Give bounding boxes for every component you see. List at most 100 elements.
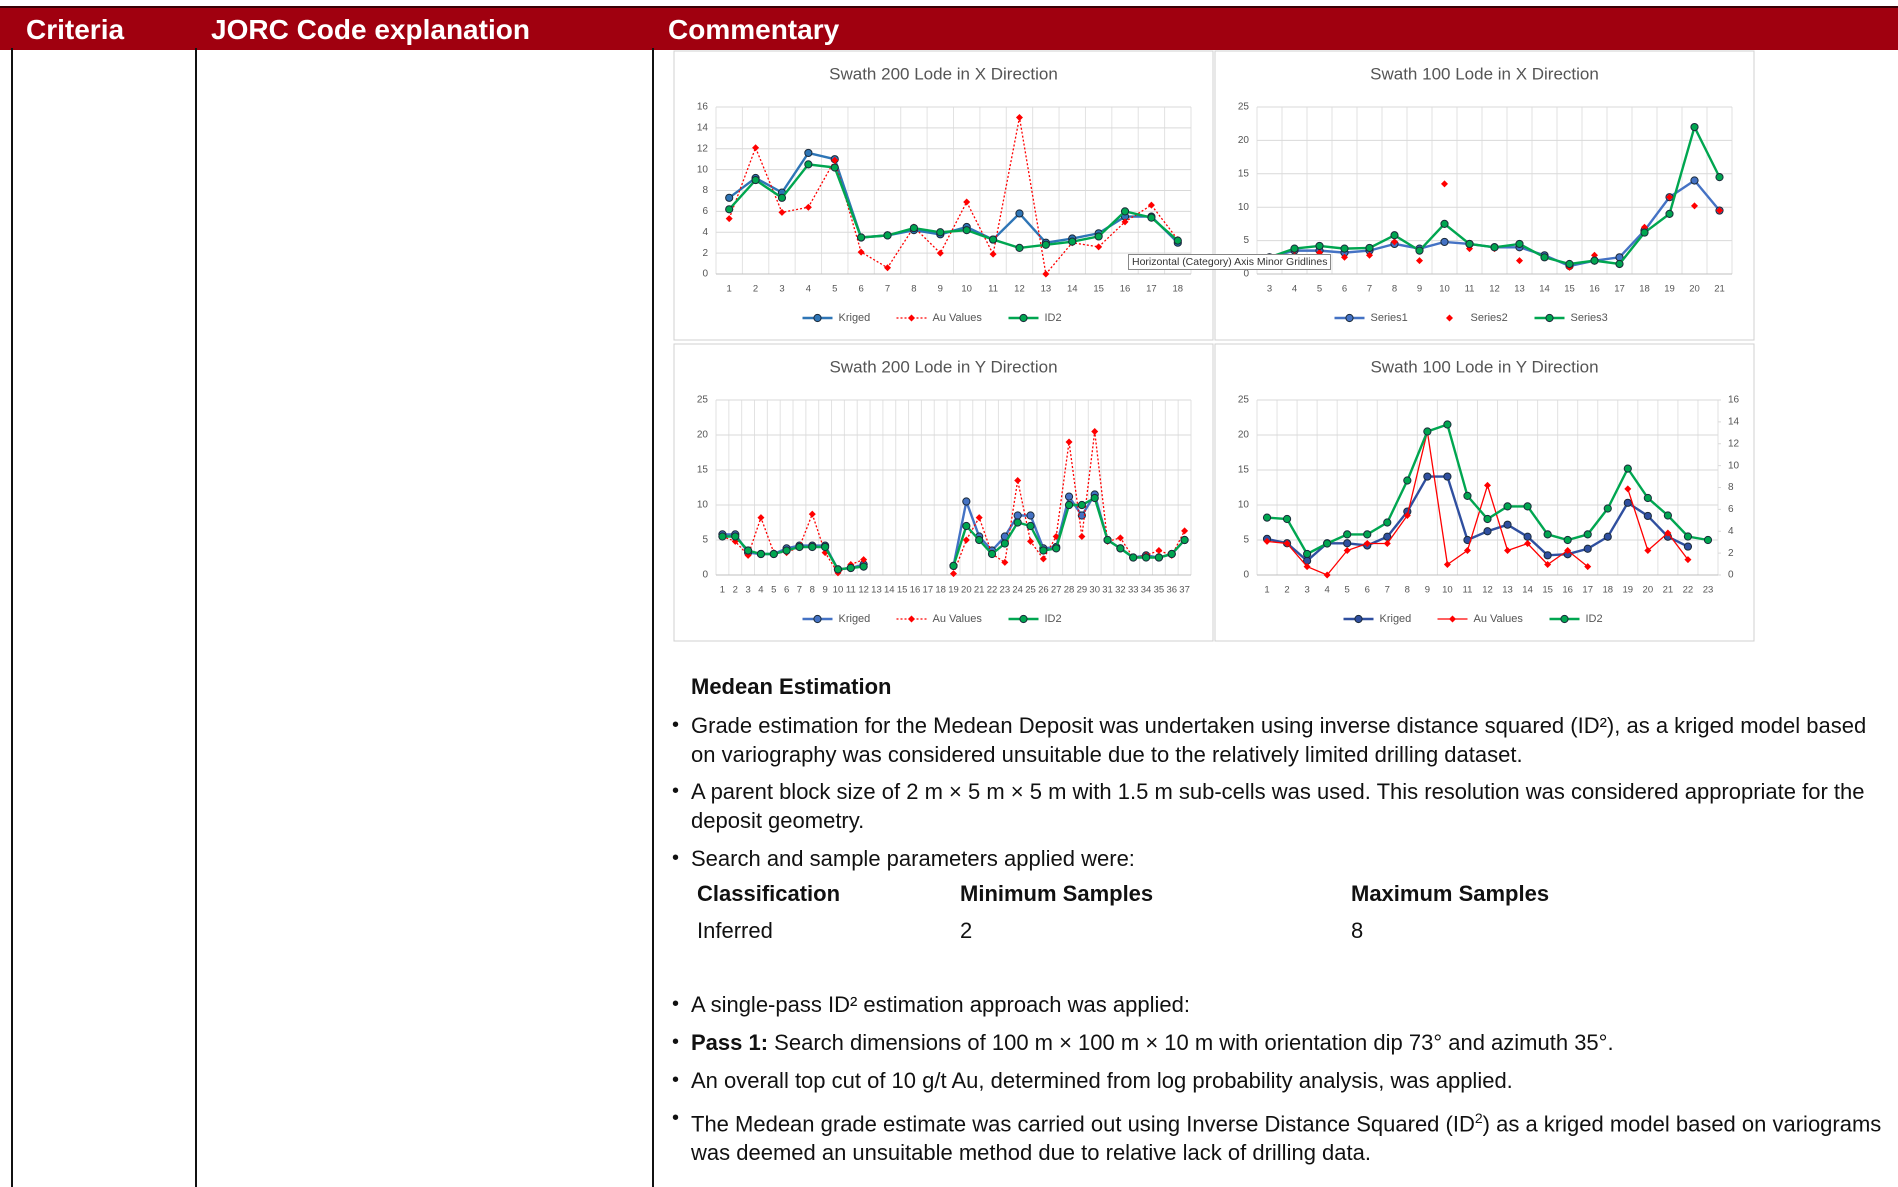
x-tick-label: 4: [1325, 585, 1330, 596]
marker: [1603, 504, 1612, 513]
marker: [1129, 553, 1138, 562]
x-tick-label: 9: [1425, 585, 1430, 596]
marker: [808, 510, 816, 518]
y-tick-label: 20: [697, 430, 709, 441]
x-tick-label: 18: [1173, 284, 1184, 295]
column-header: Criteria: [26, 14, 125, 45]
legend-label: Au Values: [933, 312, 983, 324]
x-tick-label: 33: [1128, 585, 1139, 596]
x-tick-label: 15: [1542, 585, 1553, 596]
x-tick-label: 32: [1115, 585, 1126, 596]
marker: [883, 231, 892, 240]
y2-tick-label: 8: [1728, 482, 1734, 493]
x-tick-label: 1: [1264, 585, 1269, 596]
marker: [1094, 232, 1103, 241]
marker: [1026, 511, 1035, 520]
y2-tick-label: 6: [1728, 504, 1734, 515]
marker: [1039, 546, 1048, 555]
marker: [987, 549, 997, 559]
marker: [1690, 122, 1699, 132]
marker: [1683, 542, 1693, 551]
legend-marker: [1545, 313, 1554, 323]
x-tick-label: 23: [1703, 585, 1714, 596]
marker: [1483, 527, 1492, 536]
marker: [1303, 549, 1312, 559]
x-tick-label: 13: [1502, 585, 1513, 596]
marker: [769, 549, 778, 559]
marker: [756, 549, 766, 559]
marker: [1366, 251, 1373, 259]
x-tick-label: 9: [938, 284, 943, 295]
marker: [1423, 472, 1432, 481]
marker: [1523, 502, 1532, 511]
marker: [778, 208, 786, 216]
x-tick-label: 3: [779, 284, 784, 295]
marker: [1463, 491, 1472, 500]
bullet-text: ) as a kriged model based on variograms …: [691, 1111, 1882, 1166]
marker: [1315, 241, 1324, 251]
x-tick-label: 4: [758, 585, 763, 596]
x-tick-label: 10: [961, 284, 972, 295]
marker: [963, 198, 971, 206]
marker: [808, 542, 817, 552]
marker: [962, 536, 970, 544]
x-tick-label: 18: [935, 585, 946, 596]
marker: [1443, 561, 1451, 568]
marker: [1665, 209, 1674, 218]
marker: [1343, 530, 1352, 539]
x-tick-label: 6: [784, 585, 789, 596]
marker: [804, 203, 812, 211]
marker: [1383, 540, 1391, 547]
marker: [1383, 518, 1392, 527]
y-tick-label: 0: [1243, 570, 1249, 581]
marker: [1015, 113, 1023, 121]
y-tick-label: 5: [702, 535, 708, 546]
bullet: Pass 1: Search dimensions of 100 m × 100…: [672, 1028, 1891, 1057]
x-tick-label: 14: [1539, 284, 1550, 295]
marker: [1564, 547, 1572, 554]
legend-marker: [1354, 614, 1363, 624]
marker: [804, 160, 813, 169]
x-tick-label: 12: [1482, 585, 1493, 596]
x-tick-label: 10: [1442, 585, 1453, 596]
x-tick-label: 6: [1342, 284, 1347, 295]
chart-frame: [1214, 343, 1755, 642]
marker: [988, 235, 998, 244]
marker: [1039, 555, 1047, 563]
marker: [1116, 544, 1125, 553]
x-tick-label: 2: [753, 284, 758, 295]
y-tick-label: 6: [702, 206, 708, 217]
y-tick-label: 4: [702, 227, 708, 238]
marker: [1323, 571, 1331, 579]
y-tick-label: 0: [1243, 269, 1249, 280]
x-tick-label: 30: [1089, 585, 1100, 596]
x-tick-label: 8: [1405, 585, 1410, 596]
marker: [1340, 244, 1349, 253]
marker: [1052, 533, 1060, 540]
marker: [1000, 539, 1009, 548]
legend-label: Kriged: [839, 312, 871, 324]
marker: [1624, 485, 1632, 493]
x-tick-label: 12: [858, 585, 869, 596]
marker: [1283, 540, 1291, 547]
x-tick-label: 12: [1014, 284, 1025, 295]
y2-tick-label: 14: [1728, 417, 1740, 428]
marker: [857, 233, 866, 242]
marker: [804, 148, 813, 158]
marker: [1603, 532, 1612, 541]
series-line: [1266, 475, 1689, 563]
x-tick-label: 9: [1417, 284, 1422, 295]
y-tick-label: 12: [697, 143, 709, 154]
bullet: An overall top cut of 10 g/t Au, determi…: [672, 1066, 1891, 1095]
x-tick-label: 34: [1141, 585, 1152, 596]
marker: [725, 193, 734, 202]
y-tick-label: 16: [697, 102, 709, 113]
marker: [1027, 537, 1035, 545]
marker: [751, 175, 760, 185]
marker: [1095, 243, 1103, 251]
x-tick-label: 10: [833, 585, 844, 596]
y-tick-label: 10: [697, 164, 709, 175]
marker: [1643, 493, 1652, 503]
x-tick-label: 18: [1602, 585, 1613, 596]
x-tick-label: 37: [1179, 585, 1190, 596]
